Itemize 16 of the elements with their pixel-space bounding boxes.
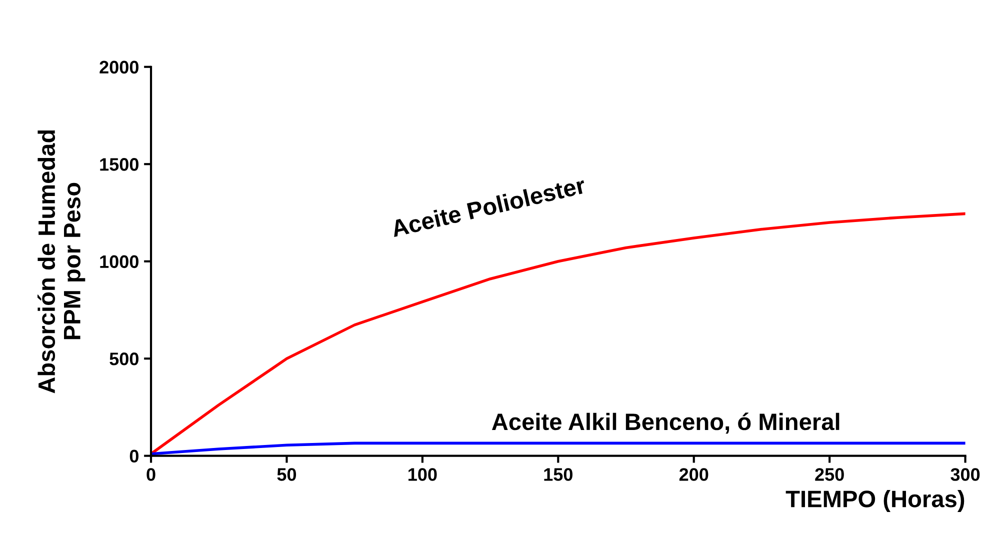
x-tick-label: 250	[815, 468, 844, 481]
y-tick-label: 500	[110, 352, 138, 366]
y-tick-label: 1000	[100, 255, 138, 268]
x-tick-label: 200	[679, 468, 708, 481]
y-tick-label: 0	[130, 450, 138, 463]
annotation: Aceite Alkil Benceno, ó Mineral	[492, 412, 840, 434]
y-tick-label: 1500	[100, 158, 138, 171]
annotation: Aceite Poliolester	[390, 176, 586, 238]
x-tick-label: 300	[950, 468, 980, 481]
x-tick-label: 50	[277, 468, 296, 481]
x-axis-title: TIEMPO (Horas)	[786, 490, 964, 512]
y-tick-label: 2000	[100, 60, 138, 74]
y-axis-title: Absorción de Humedad PPM por Peso	[38, 130, 86, 394]
x-tick-label: 150	[544, 468, 572, 481]
x-tick-label: 0	[146, 468, 156, 481]
x-tick-label: 100	[408, 468, 437, 481]
